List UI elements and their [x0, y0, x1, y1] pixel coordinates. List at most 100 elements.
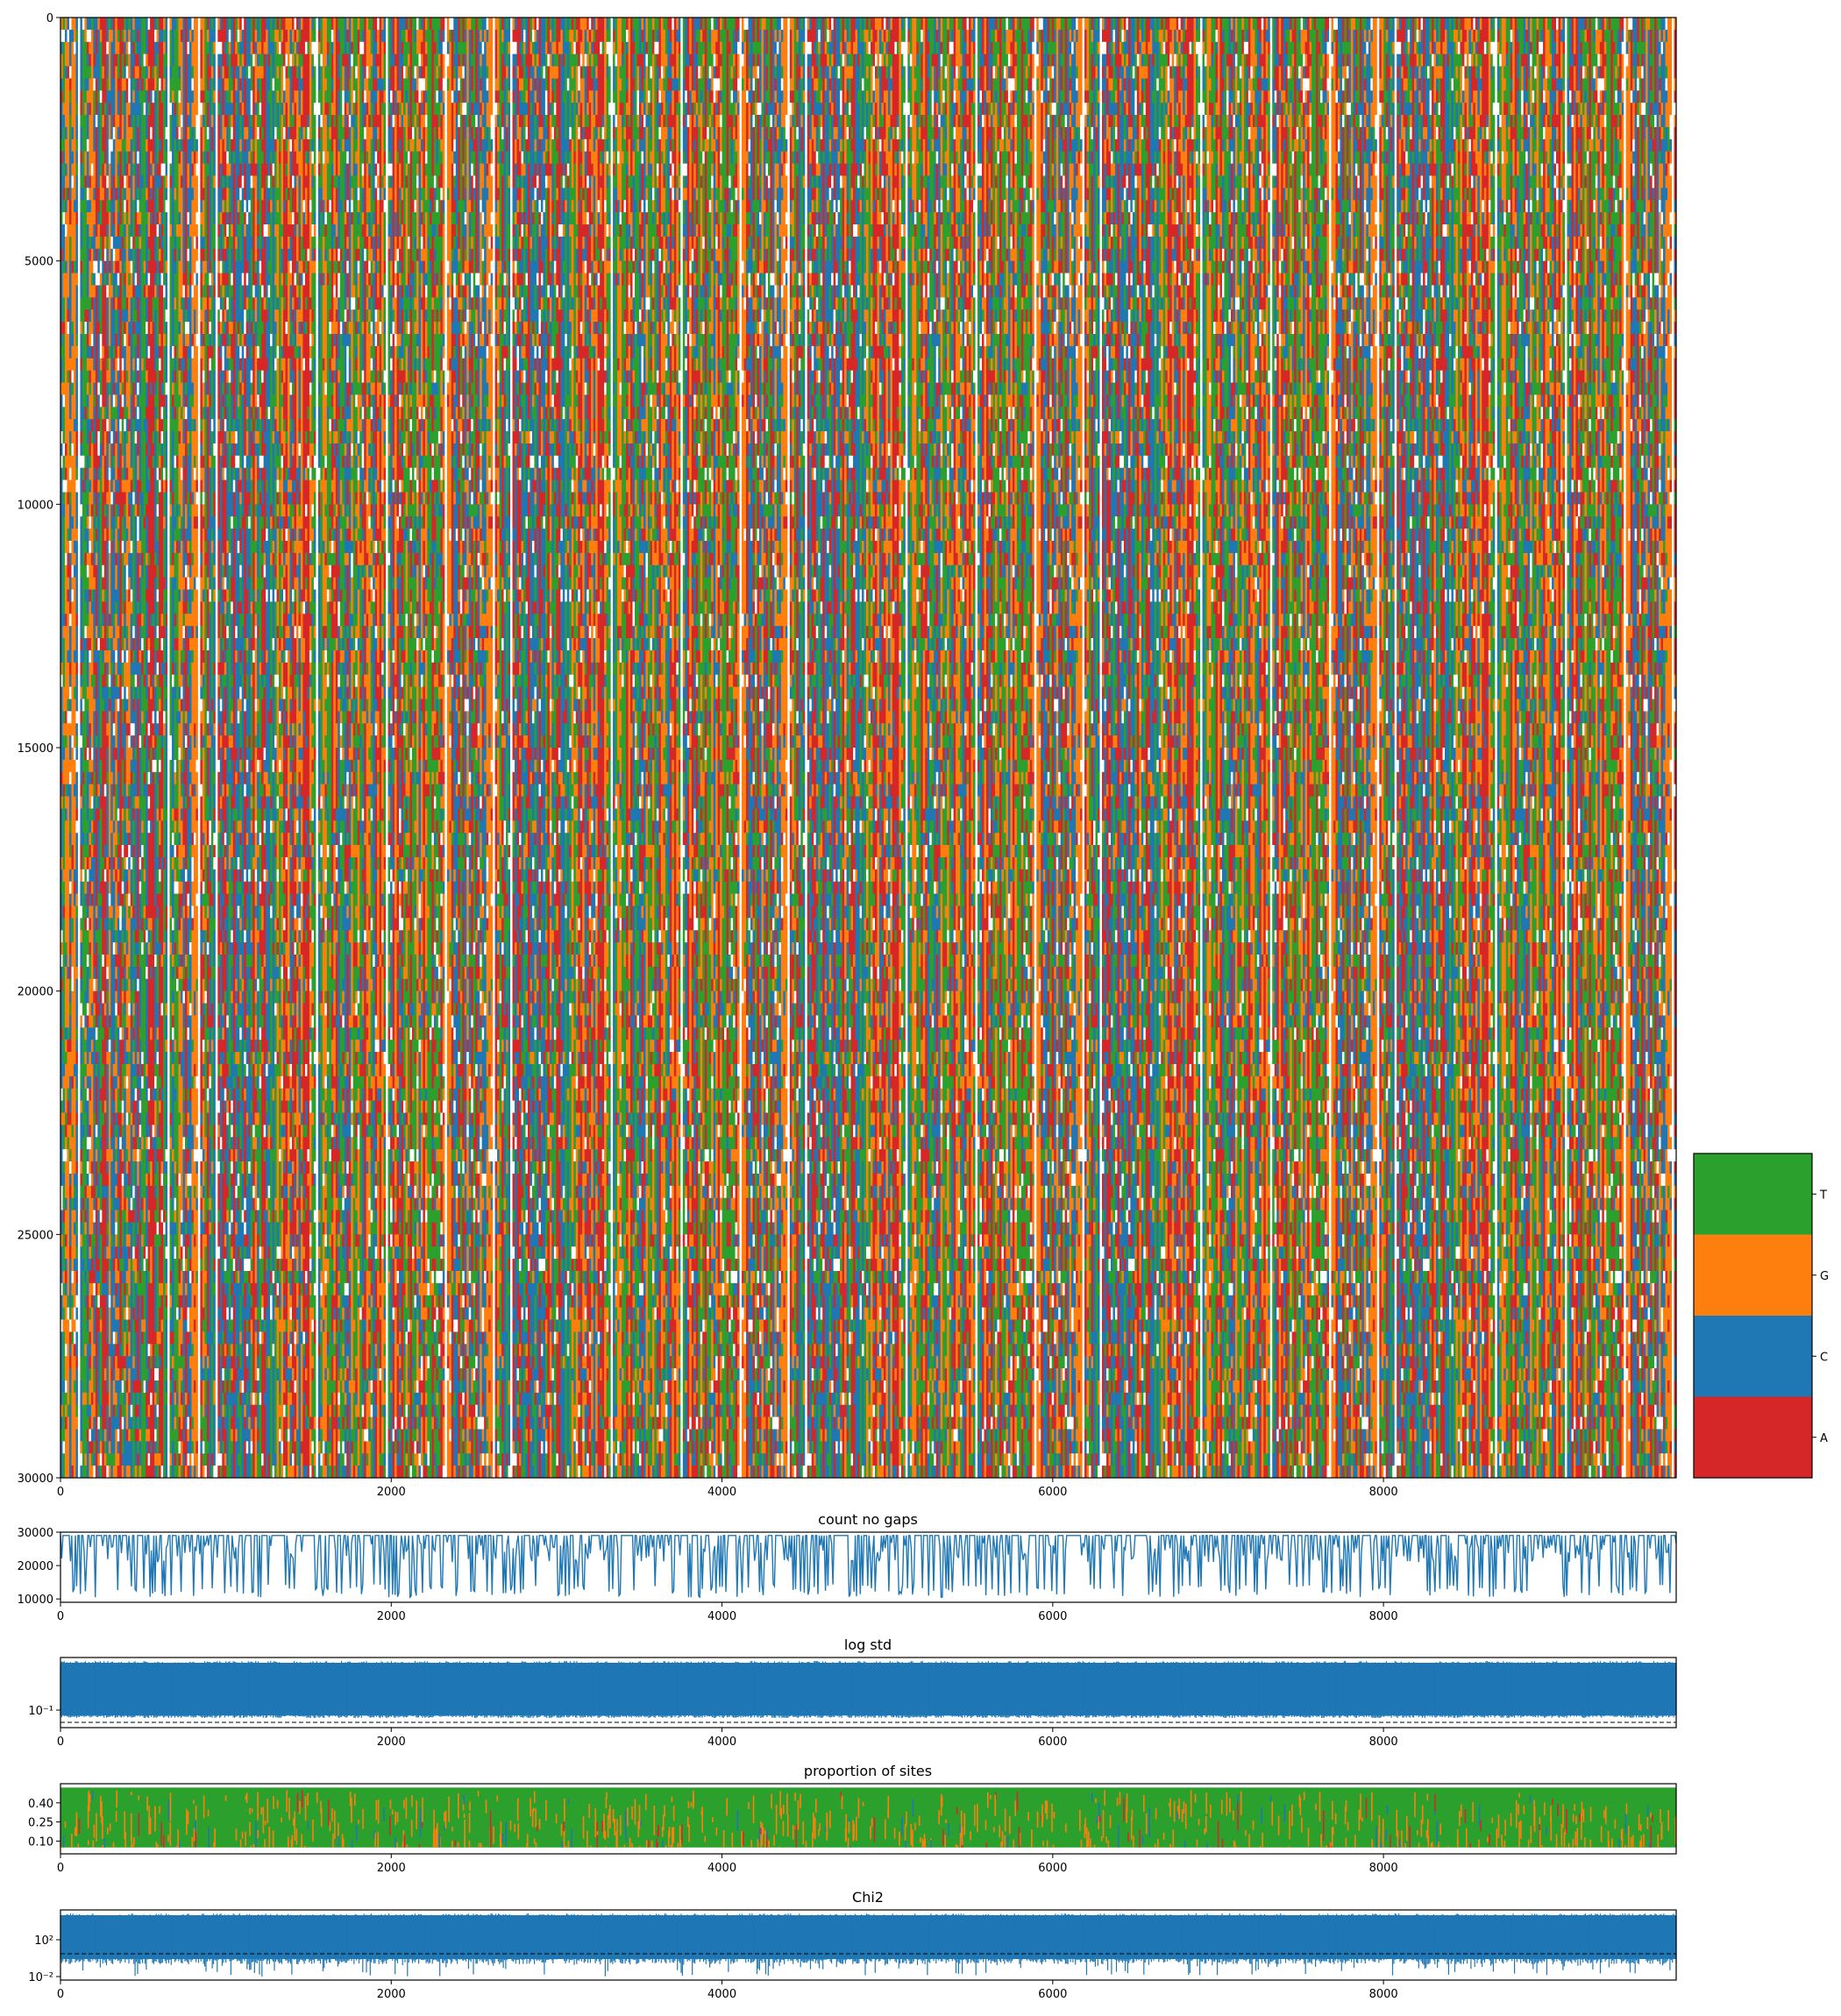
heatmap-cell [82, 54, 85, 67]
heatmap-cell [89, 1210, 91, 1223]
heatmap-cell [65, 905, 68, 918]
heatmap-cell [93, 1210, 96, 1223]
heatmap-cell [74, 894, 76, 906]
heatmap-cell [71, 687, 74, 699]
heatmap-cell [84, 90, 87, 103]
heatmap-cell [97, 127, 100, 139]
heatmap-cell [62, 991, 65, 1004]
heatmap-cell [62, 1466, 65, 1478]
heatmap-cell [62, 1320, 65, 1332]
heatmap-cell [74, 1295, 76, 1308]
heatmap-cell [89, 735, 91, 748]
heatmap-cell [89, 1125, 91, 1137]
heatmap-cell [65, 699, 68, 711]
heatmap-cell [89, 127, 91, 139]
heatmap-cell [75, 601, 78, 614]
heatmap-cell [62, 103, 65, 115]
heatmap-cell [74, 1234, 76, 1246]
heatmap-cell [67, 1015, 69, 1027]
heatmap-cell [67, 383, 69, 395]
heatmap-cell [80, 638, 82, 650]
heatmap-cell [69, 1271, 72, 1283]
heatmap-cell [75, 1271, 78, 1283]
heatmap-cell [82, 115, 85, 127]
heatmap-cell [62, 18, 65, 30]
heatmap-cell [75, 699, 78, 711]
heatmap-cell [71, 54, 74, 67]
heatmap-cell [82, 918, 85, 930]
heatmap-cell [80, 1174, 82, 1186]
heatmap-cell [65, 1417, 68, 1430]
heatmap-cell [93, 309, 96, 322]
heatmap-cell [80, 882, 82, 894]
heatmap-cell [75, 1186, 78, 1198]
heatmap-cell [71, 164, 74, 176]
heatmap-cell [93, 870, 96, 882]
heatmap-cell [89, 1089, 91, 1101]
heatmap-cell [89, 164, 91, 176]
heatmap-cell [65, 845, 68, 857]
heatmap-cell [84, 1344, 87, 1356]
heatmap-cell [96, 164, 98, 176]
heatmap-cell [65, 224, 68, 237]
heatmap-cell [91, 394, 94, 407]
heatmap-cell [67, 991, 69, 1004]
heatmap-cell [96, 711, 98, 723]
heatmap-cell [89, 967, 91, 979]
heatmap-cell [82, 139, 85, 152]
heatmap-cell [96, 200, 98, 212]
heatmap-cell [89, 1040, 91, 1052]
heatmap-cell [89, 18, 91, 30]
heatmap-cell [82, 565, 85, 578]
heatmap-cell [87, 1405, 89, 1417]
heatmap-cell [93, 1137, 96, 1149]
heatmap-cell [62, 541, 65, 553]
heatmap-cell [84, 309, 87, 322]
heatmap-cell [71, 139, 74, 152]
heatmap-cell [74, 152, 76, 164]
heatmap-cell [89, 42, 91, 54]
heatmap-cell [96, 820, 98, 833]
heatmap-cell [75, 784, 78, 797]
heatmap-cell [80, 224, 82, 237]
heatmap-cell [71, 590, 74, 602]
heatmap-cell [82, 1076, 85, 1089]
heatmap-cell [67, 1344, 69, 1356]
heatmap-cell [71, 224, 74, 237]
heatmap-cell [65, 1222, 68, 1234]
heatmap-cell [80, 1393, 82, 1405]
heatmap-cell [96, 188, 98, 200]
heatmap-cell [74, 590, 76, 602]
heatmap-cell [96, 918, 98, 930]
heatmap-cell [93, 820, 96, 833]
heatmap-cell [84, 516, 87, 529]
heatmap-cell [62, 1308, 65, 1320]
heatmap-cell [84, 1064, 87, 1076]
heatmap-cell [65, 90, 68, 103]
heatmap-cell [89, 687, 91, 699]
heatmap-cell [67, 1308, 69, 1320]
heatmap-cell [89, 480, 91, 493]
heatmap-cell [89, 1453, 91, 1466]
heatmap-cell [80, 492, 82, 504]
heatmap-cell [82, 870, 85, 882]
heatmap-cell [87, 626, 89, 638]
heatmap-cell [69, 297, 72, 309]
heatmap-cell [67, 979, 69, 991]
heatmap-cell [67, 1222, 69, 1234]
heatmap-cell [65, 18, 68, 30]
heatmap-cell [82, 882, 85, 894]
heatmap-cell [65, 480, 68, 493]
heatmap-cell [89, 760, 91, 772]
heatmap-cell [89, 1356, 91, 1368]
heatmap-cell [89, 468, 91, 480]
heatmap-cell [71, 1234, 74, 1246]
heatmap-cell [67, 1101, 69, 1113]
heatmap-cell [69, 78, 72, 90]
heatmap-cell [84, 261, 87, 273]
heatmap-cell [87, 638, 89, 650]
heatmap-cell [69, 1356, 72, 1368]
heatmap-cell [62, 383, 65, 395]
heatmap-cell [67, 820, 69, 833]
heatmap-cell [87, 456, 89, 468]
